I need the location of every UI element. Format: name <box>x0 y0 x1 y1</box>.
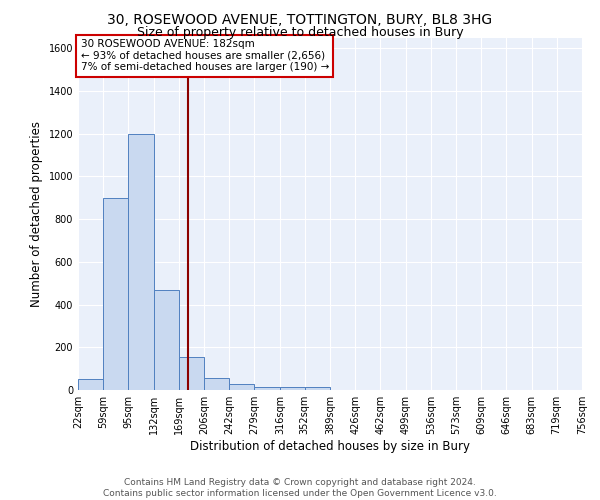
Bar <box>128 134 154 390</box>
Bar <box>154 290 179 390</box>
Y-axis label: Number of detached properties: Number of detached properties <box>30 120 43 306</box>
Text: Contains HM Land Registry data © Crown copyright and database right 2024.
Contai: Contains HM Land Registry data © Crown c… <box>103 478 497 498</box>
Bar <box>205 378 229 390</box>
Bar <box>78 380 103 390</box>
Text: 30, ROSEWOOD AVENUE, TOTTINGTON, BURY, BL8 3HG: 30, ROSEWOOD AVENUE, TOTTINGTON, BURY, B… <box>107 12 493 26</box>
Text: Size of property relative to detached houses in Bury: Size of property relative to detached ho… <box>137 26 463 39</box>
X-axis label: Distribution of detached houses by size in Bury: Distribution of detached houses by size … <box>190 440 470 453</box>
Bar <box>305 388 330 390</box>
Bar <box>254 387 280 390</box>
Bar <box>179 357 205 390</box>
Bar <box>280 388 305 390</box>
Bar <box>103 198 128 390</box>
Text: 30 ROSEWOOD AVENUE: 182sqm
← 93% of detached houses are smaller (2,656)
7% of se: 30 ROSEWOOD AVENUE: 182sqm ← 93% of deta… <box>80 40 329 72</box>
Bar <box>229 384 254 390</box>
